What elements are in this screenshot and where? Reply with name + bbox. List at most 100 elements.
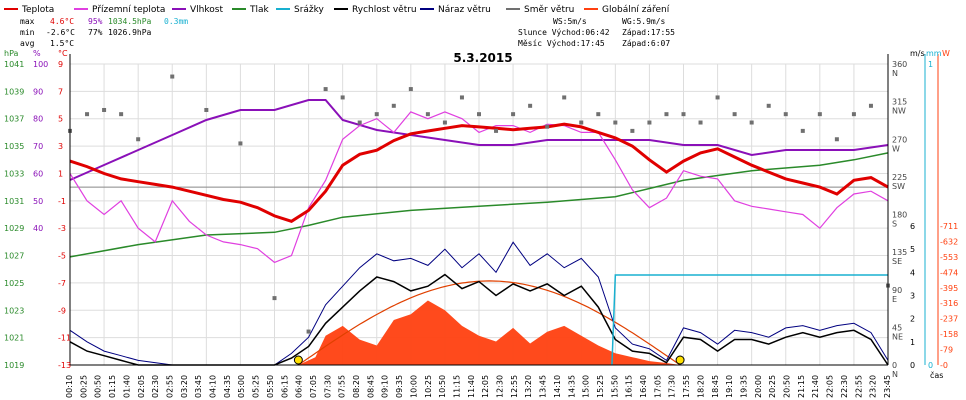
tick-wind: 0	[910, 361, 915, 370]
sun-moon-info: WS:5m/s WG:5.9m/s Slunce Východ:06:42 Zá…	[518, 17, 675, 48]
legend: Teplota Přízemní teplota Vlhkost Tlak Sr…	[4, 5, 670, 15]
axis-unit-radiation: W	[942, 49, 950, 58]
tick-pressure: 1023	[4, 306, 24, 315]
tick-humidity: 60	[33, 169, 43, 178]
wind-direction-point	[868, 103, 873, 108]
x-tick: 03:20	[180, 375, 189, 398]
tick-temperature: 5	[58, 115, 63, 124]
wind-direction-point	[102, 107, 107, 112]
tick-wind: 6	[910, 222, 915, 231]
x-tick: 01:40	[122, 375, 131, 398]
x-tick: 16:15	[625, 375, 634, 398]
axis-unit-humidity: %	[33, 49, 41, 58]
wind-direction-point	[170, 74, 175, 79]
legend-swatch-smer-vetru	[506, 8, 520, 10]
x-tick: 07:30	[323, 375, 332, 398]
stat-min-hum: 77%	[88, 28, 103, 37]
legend-swatch-globalni-zareni	[584, 8, 598, 10]
tick-pressure: 1039	[4, 87, 24, 96]
legend-tlak: Tlak	[249, 5, 270, 15]
x-tick: 08:45	[366, 375, 375, 398]
wind-direction-point	[630, 128, 635, 133]
wind-gust-info: WG:5.9m/s	[622, 17, 666, 26]
legend-globalni-zareni: Globální záření	[602, 5, 670, 15]
legend-prizemni-teplota: Přízemní teplota	[92, 5, 165, 15]
x-tick: 08:20	[352, 375, 361, 398]
tick-radiation: -237	[940, 315, 958, 324]
x-tick: 06:40	[295, 375, 304, 398]
x-tick: 19:35	[739, 375, 748, 398]
tick-temperature: 3	[58, 142, 63, 151]
stat-max-hum: 95%	[88, 17, 103, 26]
tick-pressure: 1033	[4, 169, 24, 178]
legend-swatch-naraz-vetru	[420, 8, 434, 10]
x-tick: 04:35	[223, 375, 232, 398]
legend-swatch-prizemni-teplota	[74, 8, 88, 10]
tick-temperature: -11	[58, 334, 71, 343]
stat-min-label: min	[20, 28, 35, 37]
x-tick: 00:25	[79, 375, 88, 398]
legend-swatch-vlhkost	[172, 8, 186, 10]
tick-rain: 0	[928, 361, 933, 370]
wind-direction-point	[119, 112, 124, 117]
x-tick: 19:10	[725, 375, 734, 398]
wind-direction-point	[306, 329, 311, 334]
tick-direction-code: S	[892, 220, 897, 229]
tick-direction: 315	[892, 98, 907, 107]
x-tick: 17:05	[653, 375, 662, 398]
x-tick: 17:55	[682, 375, 691, 398]
tick-pressure: 1029	[4, 224, 24, 233]
wind-direction-point	[391, 103, 396, 108]
stat-avg-temp: 1.5°C	[50, 39, 74, 48]
series-precipitation	[611, 274, 888, 366]
x-axis-label: čas	[930, 370, 943, 380]
tick-pressure: 1019	[4, 361, 24, 370]
sunset-marker	[675, 355, 685, 365]
x-tick: 10:25	[424, 375, 433, 398]
wind-direction-point	[783, 112, 788, 117]
tick-radiation: -316	[940, 299, 958, 308]
tick-labels: hPa1041103910371035103310311029102710251…	[4, 49, 958, 398]
x-tick: 18:45	[711, 375, 720, 398]
tick-radiation: -0	[940, 361, 948, 370]
tick-direction: 0	[892, 361, 897, 370]
wind-direction-point	[851, 112, 856, 117]
stat-max-press: 1034.5hPa	[108, 17, 152, 26]
tick-radiation: -474	[940, 268, 958, 277]
x-tick: 21:15	[797, 375, 806, 398]
x-tick: 14:10	[553, 375, 562, 398]
tick-direction: 90	[892, 286, 902, 295]
x-tick: 12:05	[481, 375, 490, 398]
wind-direction-point	[834, 137, 839, 142]
wind-direction-point	[545, 124, 550, 129]
x-tick: 05:00	[237, 375, 246, 398]
wind-direction-point	[494, 128, 499, 133]
tick-pressure: 1027	[4, 252, 24, 261]
stat-min-temp: -2.6°C	[46, 28, 75, 37]
wind-direction-point	[374, 112, 379, 117]
tick-direction-code: N	[892, 69, 898, 78]
legend-naraz-vetru: Náraz větru	[438, 5, 491, 15]
tick-rain: 1	[928, 60, 933, 69]
series-ground-temperature	[69, 111, 889, 264]
wind-direction-point	[408, 87, 413, 92]
wind-direction-point	[85, 112, 90, 117]
legend-srazky: Srážky	[294, 5, 325, 15]
wind-direction-point	[596, 112, 601, 117]
x-tick: 23:20	[869, 375, 878, 398]
x-tick: 05:50	[266, 375, 275, 398]
tick-radiation: -395	[940, 284, 958, 293]
wind-direction-point	[238, 141, 243, 146]
axis-unit-rain: mm	[926, 49, 942, 58]
x-tick: 12:30	[496, 375, 505, 398]
tick-temperature: -5	[58, 252, 66, 261]
x-tick: 04:10	[209, 375, 218, 398]
x-tick: 22:55	[854, 375, 863, 398]
x-tick: 21:40	[811, 375, 820, 398]
tick-temperature: -13	[58, 361, 71, 370]
tick-direction: 360	[892, 60, 907, 69]
wind-direction-point	[442, 120, 447, 125]
tick-humidity: 100	[33, 60, 48, 69]
wind-direction-point	[749, 120, 754, 125]
wind-direction-point	[715, 95, 720, 100]
